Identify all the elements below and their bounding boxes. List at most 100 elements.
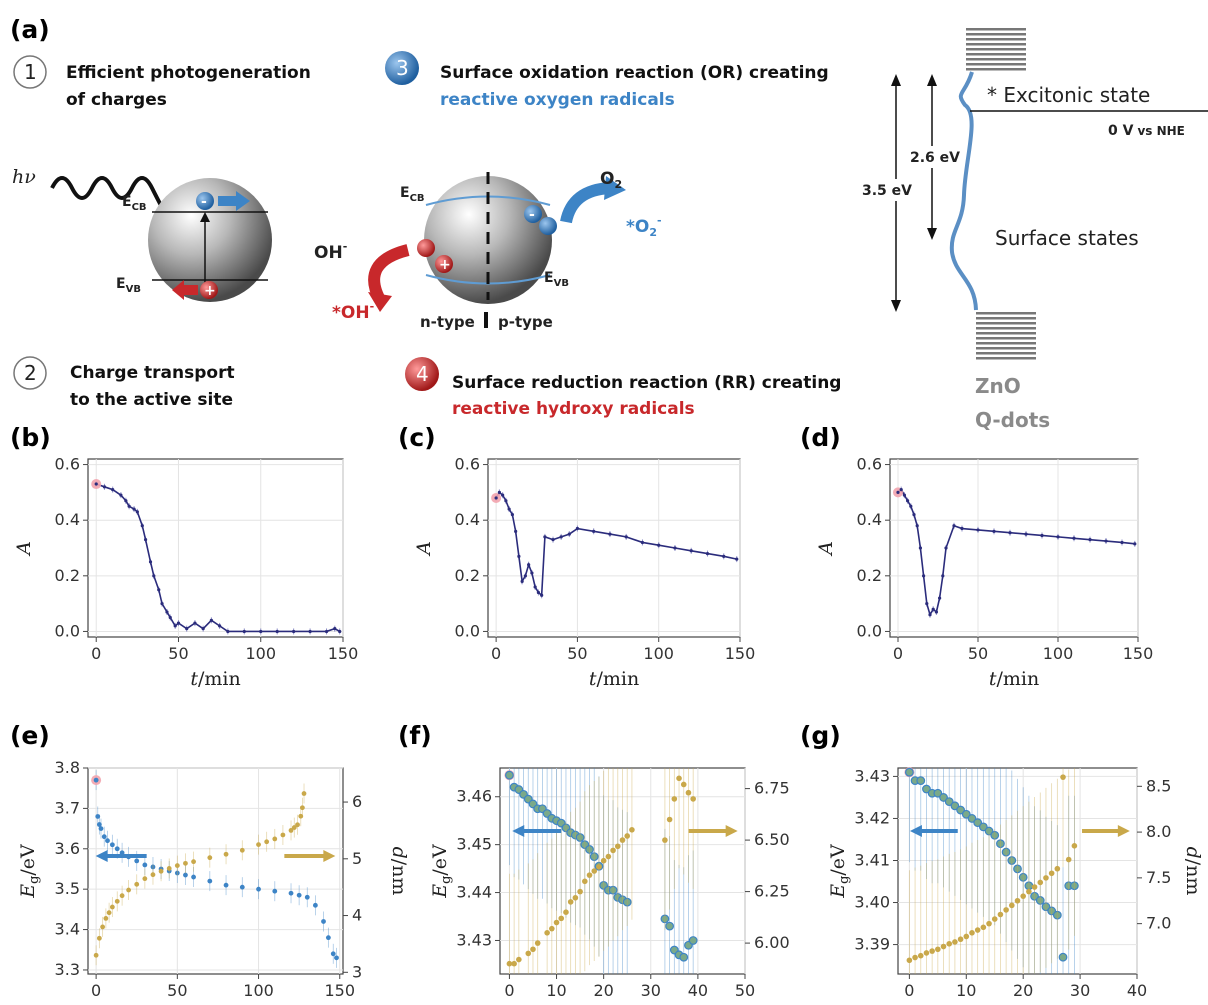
d-point (917, 952, 924, 959)
eg-point (973, 818, 983, 828)
x-tick-label: 100 (245, 644, 276, 663)
absorbance-point (127, 504, 131, 508)
absorbance-point (624, 535, 628, 539)
absorbance-point (292, 629, 296, 634)
gap-3.5-arrowhead-bottom (891, 300, 901, 312)
y2-tick-label: 6.25 (754, 882, 790, 901)
middle-hole (417, 239, 435, 257)
d-point (295, 822, 300, 828)
absorbance-point (148, 560, 153, 564)
step3-circle (385, 51, 419, 85)
d-point (207, 855, 213, 861)
d-point (100, 924, 106, 930)
surface-states-label: Surface states (995, 226, 1139, 250)
oh-radical-label: *OH- (332, 300, 374, 323)
step1-circle (13, 55, 47, 89)
eg-point (101, 834, 107, 840)
step1-subtitle: of charges (66, 90, 167, 110)
d-point (690, 796, 696, 802)
vb-level-line (976, 347, 1036, 350)
x-tick-label: 10 (956, 981, 976, 1000)
absorbance-point (896, 490, 900, 494)
y-tick-label: 0.2 (55, 566, 80, 585)
step4-number: 4 (416, 362, 429, 386)
y-tick-label: 3.7 (55, 798, 80, 817)
eg-point (330, 951, 336, 957)
x-tick-label: 50 (167, 981, 187, 1000)
y-tick-label: 3.45 (456, 835, 492, 854)
absorbance-point (497, 490, 501, 494)
eg-point (142, 862, 148, 868)
absorbance-point (176, 621, 181, 625)
y-tick-label: 0.6 (55, 455, 80, 474)
middle-hole-sign: + (439, 257, 451, 273)
absorbance-point (259, 629, 263, 634)
y-axis-label: A (413, 541, 435, 557)
cb-level-line (966, 48, 1026, 51)
absorbance-point (1056, 535, 1060, 539)
eg-point (575, 833, 585, 842)
x-tick-label: 30 (1070, 981, 1090, 1000)
eg-point (944, 797, 954, 807)
d-point (1026, 888, 1032, 895)
plot-area (487, 458, 741, 638)
eg-point (608, 885, 618, 895)
x-tick-label: 100 (1043, 644, 1074, 663)
excitonic-state-label: * Excitonic state (987, 83, 1150, 107)
y-tick-label: 3.3 (55, 960, 80, 979)
y2-tick-label: 6.75 (754, 779, 790, 798)
absorbance-point (540, 593, 544, 597)
d-point (923, 950, 930, 956)
chart-g: 0 10 20 30 40 3.39 3.40 3.41 3.42 3.43 7.0 7.5 8.0 8.… (827, 766, 1204, 1000)
d-point (680, 781, 687, 788)
absorbance-point (673, 546, 677, 550)
d-point (906, 957, 913, 964)
eg-point (98, 826, 104, 831)
y-tick-label: 0.4 (857, 510, 882, 529)
d-point (952, 939, 958, 945)
step1-number: 1 (24, 60, 37, 84)
panel-label-f: (f) (398, 721, 432, 750)
step4-subtitle: reactive hydroxy radicals (452, 399, 695, 419)
left-hole-sign: + (204, 283, 216, 299)
y-tick-label: 0.0 (455, 621, 480, 640)
d-point (974, 927, 981, 933)
d-point (1048, 870, 1055, 877)
d-point (223, 851, 229, 857)
y-tick-label: 3.40 (854, 893, 890, 912)
d-point (150, 872, 156, 878)
d-point (109, 904, 115, 910)
panel-label-e: (e) (10, 721, 50, 750)
y2-tick-label: 3 (352, 962, 362, 981)
step2-title: Charge transport (70, 363, 235, 383)
x-tick-label: 0 (504, 981, 514, 1000)
chart-c: 0 50 100 150 0.0 0.2 0.4 0.6 t/min A (413, 455, 755, 690)
absorbance-point (533, 585, 537, 589)
absorbance-point (657, 543, 661, 547)
cb-level-line (966, 33, 1026, 36)
absorbance-point (536, 590, 541, 595)
eg-point (95, 814, 101, 819)
absorbance-point (1072, 536, 1076, 540)
absorbance-point (218, 624, 222, 628)
absorbance-point (173, 624, 177, 628)
absorbance-point (324, 629, 329, 634)
d-point (114, 898, 120, 904)
step3-title: Surface oxidation reaction (OR) creating (440, 63, 829, 83)
d-point (126, 887, 132, 893)
eg-point (109, 842, 115, 848)
y-tick-label: 0.2 (857, 566, 882, 585)
absorbance-point (333, 627, 337, 631)
d-point (991, 916, 998, 922)
absorbance-point (157, 588, 161, 592)
y-tick-label: 0.6 (857, 455, 882, 474)
vb-level-line (976, 337, 1036, 340)
left-particle-sphere (148, 178, 272, 302)
absorbance-point (1133, 542, 1137, 546)
d-point (174, 863, 180, 869)
absorbance-point (111, 487, 115, 492)
eg-point (1030, 891, 1039, 901)
d-point (591, 868, 598, 874)
d-point (1043, 875, 1049, 881)
step2-subtitle: to the active site (70, 390, 233, 410)
